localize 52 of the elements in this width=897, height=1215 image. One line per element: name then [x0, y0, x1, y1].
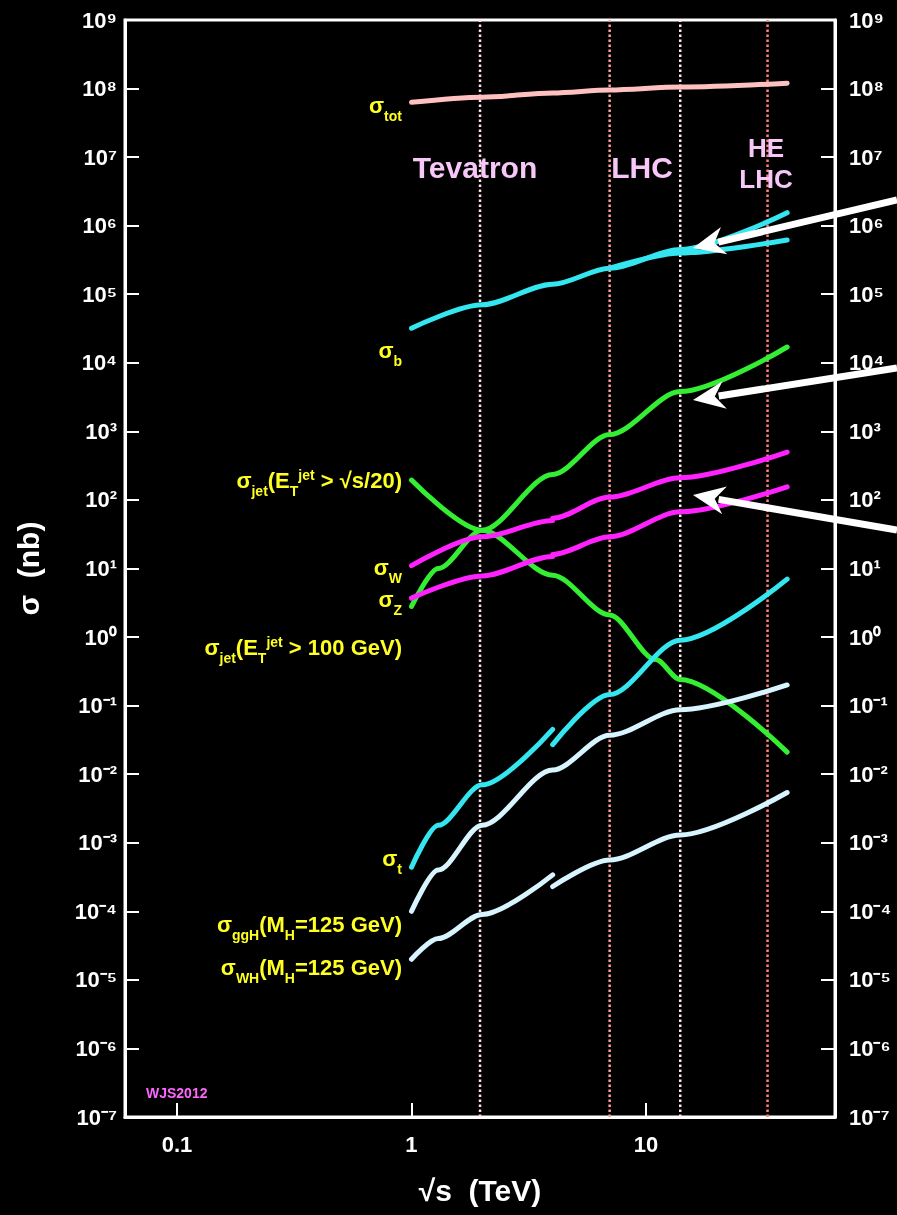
x-tick-label: 10: [633, 1131, 659, 1157]
y-tick-label: 10³: [85, 418, 117, 444]
x-tick-label: 1: [405, 1131, 418, 1157]
text: 10⁶: [849, 213, 884, 239]
text: 10⁻⁶: [849, 1035, 891, 1061]
text: 10⁴: [849, 350, 885, 376]
y-tick-label: 10¹: [85, 556, 117, 581]
annotation: σ$_{b}$: [378, 338, 402, 369]
text: 10²: [849, 487, 881, 513]
y-tick-label: 10⁻⁷: [76, 1104, 117, 1130]
y-tick-label: 10⁻²: [78, 761, 117, 787]
x-axis-title: √s (TeV): [418, 1173, 542, 1207]
text: 10⁻³: [849, 830, 888, 856]
text: 10⁻¹: [849, 693, 888, 719]
annotation: WJS2012: [146, 1085, 208, 1101]
annotation: LHC: [611, 151, 673, 184]
y-tick-label: 10⁻¹: [78, 693, 117, 719]
annotation: σ$_{WH}$(M$_{H}$=125 GeV): [220, 955, 402, 986]
annotation: Tevatron: [412, 151, 538, 184]
y-tick-label: 10⁷: [83, 144, 117, 170]
annotation: σ$_{Z}$: [378, 587, 403, 618]
y-tick-label: 10⁴: [81, 350, 117, 376]
y-tick-label: 10⁵: [82, 281, 117, 307]
y-tick-label: 10⁹: [82, 7, 117, 33]
text: 10⁵: [849, 281, 884, 307]
y-axis-title: σ (nb): [11, 521, 45, 616]
text: 10⁻⁷: [849, 1104, 890, 1130]
annotation: σ$_{tot}$: [369, 93, 403, 124]
text: 10³: [849, 418, 881, 444]
text: 10⁰: [849, 624, 882, 650]
annotation: σ$_{jet}$(E$_{T}$$^{jet}$ > 100 GeV): [204, 634, 402, 666]
annotation: σ$_{jet}$(E$_{T}$$^{jet}$ > √s/20): [236, 467, 402, 499]
text: 10¹: [849, 556, 881, 581]
x-tick-label: 0.1: [161, 1131, 193, 1157]
text: 10⁹: [849, 7, 884, 33]
y-tick-label: 10²: [85, 487, 117, 513]
annotation: σ$_{t}$: [382, 846, 403, 877]
y-tick-label: 10⁶: [82, 213, 117, 239]
y-tick-label: 10⁰: [84, 624, 117, 650]
annotation: σ$_{W}$: [373, 555, 403, 586]
text: 10⁻⁵: [849, 967, 891, 993]
y-tick-label: 10⁻⁶: [75, 1035, 117, 1061]
annotation: HE LHC: [739, 133, 793, 195]
text: 10⁻²: [849, 761, 888, 787]
text: 10⁻⁴: [849, 898, 892, 924]
text: 10⁸: [849, 76, 884, 102]
y-tick-label: 10⁻⁵: [75, 967, 117, 993]
annotation: σ$_{ggH}$(M$_{H}$=125 GeV): [216, 912, 402, 943]
text: 10⁷: [849, 144, 883, 170]
y-tick-label: 10⁸: [82, 76, 117, 102]
y-tick-label: 10⁻³: [78, 830, 117, 856]
y-tick-label: 10⁻⁴: [74, 898, 117, 924]
